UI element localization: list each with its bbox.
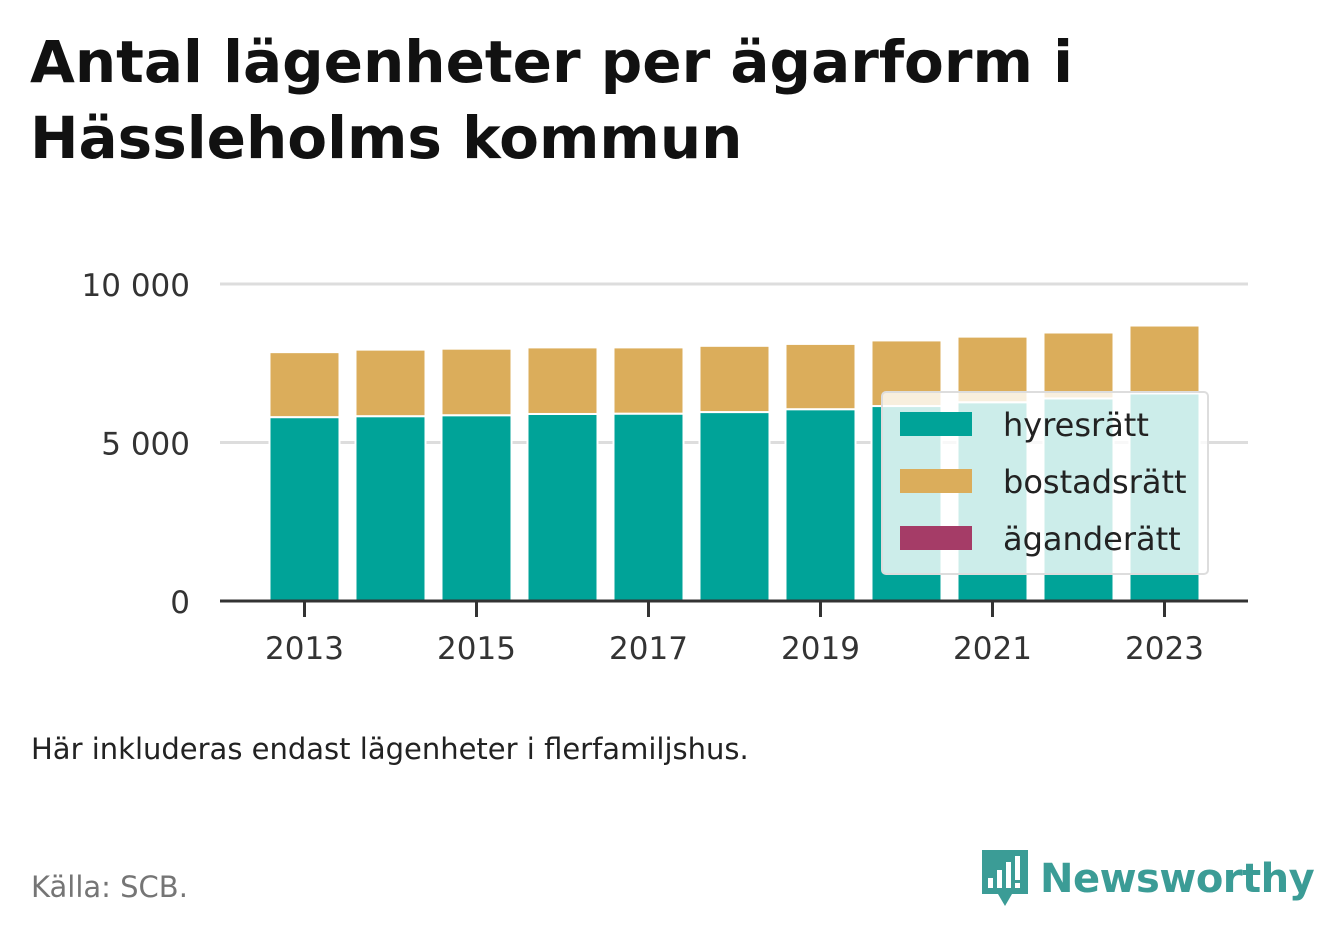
bar-segment [268, 416, 341, 603]
x-tick-label: 2021 [953, 631, 1032, 667]
legend-swatch [900, 526, 972, 550]
bar-segment [1128, 324, 1201, 395]
chart-note: Här inkluderas endast lägenheter i flerf… [31, 732, 749, 766]
newsworthy-logo: Newsworthy [980, 848, 1315, 910]
legend-label: äganderätt [1003, 520, 1181, 558]
newsworthy-logo-icon [982, 850, 1028, 906]
y-tick-label: 10 000 [82, 268, 190, 304]
bar-segment [784, 342, 857, 411]
y-tick-label: 5 000 [101, 427, 190, 463]
bar-segment [784, 408, 857, 602]
stacked-bar-chart: 0 5 000 10 000 2013 2015 2017 2019 2021 2023 hyr… [82, 268, 1248, 667]
legend-swatch [900, 469, 972, 493]
x-tick-label: 2019 [781, 631, 860, 667]
bar-segment [354, 348, 427, 418]
bar-segment [526, 346, 599, 415]
chart-title: Antal lägenheter per ägarform i Hässleho… [30, 28, 1074, 172]
legend-swatch [900, 412, 972, 436]
x-tick-label: 2023 [1125, 631, 1204, 667]
bar-segment [440, 414, 513, 602]
bar-segment [698, 411, 771, 602]
x-tick-label: 2015 [437, 631, 516, 667]
bar-segment [526, 412, 599, 602]
bar-segment [354, 415, 427, 602]
bar-segment [612, 412, 685, 603]
legend-label: bostadsrätt [1003, 463, 1187, 501]
legend-label: hyresrätt [1003, 406, 1149, 444]
legend: hyresrätt bostadsrätt äganderätt [881, 391, 1209, 575]
source-text: Källa: SCB. [31, 870, 188, 904]
bar-segment [268, 351, 341, 419]
bar-segment [1042, 331, 1115, 400]
x-tick-label: 2017 [609, 631, 688, 667]
bar-segment [440, 347, 513, 417]
y-tick-label: 0 [170, 585, 190, 621]
x-tick-label: 2013 [265, 631, 344, 667]
brand-name: Newsworthy [1040, 856, 1315, 902]
bar-segment [612, 346, 685, 415]
axes: 0 5 000 10 000 2013 2015 2017 2019 2021 2023 [82, 268, 1248, 667]
bar-segment [698, 344, 771, 414]
